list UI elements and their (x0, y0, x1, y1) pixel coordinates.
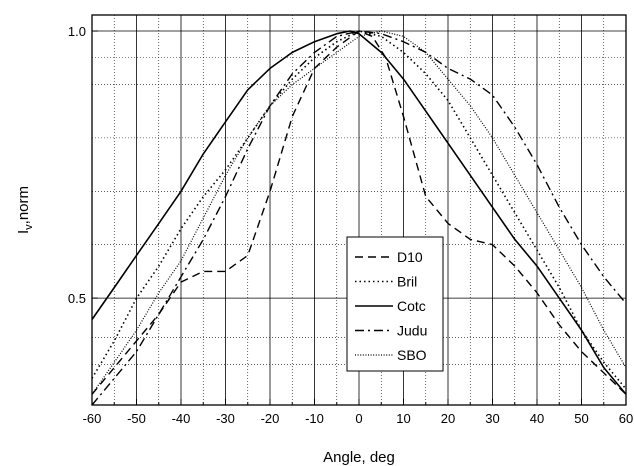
x-axis-title: Angle, deg (323, 449, 395, 466)
x-tick-label: 20 (441, 411, 455, 426)
y-tick-label: 1.0 (68, 24, 86, 39)
y-axis-title-sub: v (23, 224, 35, 230)
legend-label: Judu (397, 323, 427, 339)
series-line-d10 (91, 30, 627, 395)
x-tick-label: -20 (261, 411, 280, 426)
legend: D10 Bril Cotc Judu SBO (346, 236, 444, 372)
y-axis-title-rest: ,norm (15, 186, 32, 224)
x-tick-label: 60 (619, 411, 633, 426)
x-tick-label: -40 (172, 411, 191, 426)
series-line-judu (91, 30, 627, 406)
x-tick-label: -30 (216, 411, 235, 426)
legend-label: SBO (397, 347, 427, 363)
x-tick-label: 30 (485, 411, 499, 426)
legend-label: Cotc (397, 298, 426, 314)
x-tick-label: 50 (574, 411, 588, 426)
x-tick-label: -50 (127, 411, 146, 426)
series-line-bril (91, 30, 627, 390)
series-layer (91, 30, 627, 406)
x-tick-label: -10 (305, 411, 324, 426)
x-tick-label: 10 (396, 411, 410, 426)
legend-label: D10 (397, 249, 423, 265)
y-axis-title-main: I (15, 230, 32, 234)
legend-box (346, 236, 444, 372)
x-tick-label: -60 (83, 411, 102, 426)
x-tick-label: 40 (530, 411, 544, 426)
legend-label: Bril (397, 274, 417, 290)
y-tick-label: 0.5 (68, 291, 86, 306)
series-line-sbo (91, 30, 627, 395)
ticks: -60 -50 -40 -30 -20 -10 0 10 20 30 40 50 60 0.5 1.0 (68, 24, 633, 426)
y-axis-title: Iv,norm (15, 186, 35, 234)
x-tick-label: 0 (355, 411, 362, 426)
